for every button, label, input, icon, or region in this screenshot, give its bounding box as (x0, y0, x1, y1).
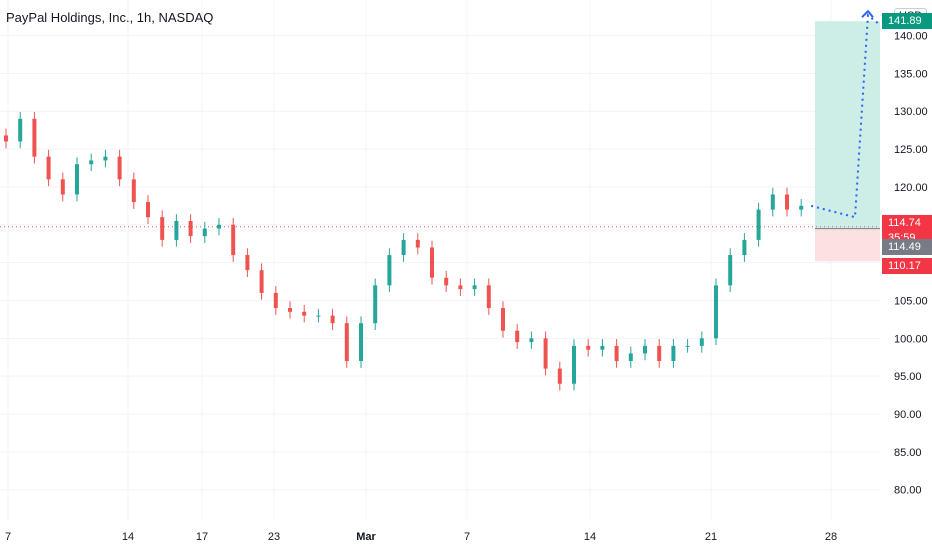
candle-body (685, 345, 690, 347)
candle-body (387, 255, 392, 286)
candle-body (415, 239, 420, 248)
x-tick-label: 21 (705, 531, 717, 543)
target-price-label: 141.89 (882, 13, 932, 30)
candle-body (46, 156, 51, 180)
candle-body (75, 164, 79, 195)
candle-body (600, 345, 605, 350)
candle-body (245, 255, 250, 271)
candle-body (671, 345, 676, 362)
candle-body (344, 323, 349, 362)
y-tick-label: 85.00 (894, 447, 922, 459)
candle-body (543, 338, 548, 369)
candle-body (657, 345, 662, 362)
candle-body (799, 205, 804, 210)
candle-body (501, 308, 505, 331)
x-tick-label: 7 (5, 531, 11, 543)
candle-body (103, 156, 108, 161)
candle-body (401, 239, 406, 256)
candle-body (515, 330, 520, 343)
y-tick-label: 105.00 (894, 295, 928, 307)
y-tick-label: 95.00 (894, 371, 922, 383)
candle-body (131, 179, 136, 203)
chart-title: PayPal Holdings, Inc., 1h, NASDAQ (6, 10, 214, 25)
candle-body (231, 224, 236, 256)
candle-body (728, 255, 733, 286)
candle-body (742, 239, 747, 256)
candle-body (259, 270, 264, 293)
candle-body (288, 308, 292, 312)
candle-body (273, 292, 278, 309)
candle-body (529, 338, 534, 343)
y-tick-label: 130.00 (894, 106, 928, 118)
candle-body (117, 156, 122, 180)
candle-body (316, 315, 321, 317)
candle-body (756, 209, 761, 240)
x-tick-label: 7 (464, 531, 470, 543)
candle-body (60, 179, 65, 195)
x-tick-label: 17 (196, 531, 208, 543)
candle-body (714, 285, 718, 339)
candle-body (217, 224, 221, 229)
entry-price-label: 114.49 (882, 238, 932, 255)
y-tick-label: 140.00 (894, 31, 928, 43)
y-tick-label: 80.00 (894, 485, 922, 497)
candle-body (444, 277, 449, 286)
y-tick-label: 125.00 (894, 144, 928, 156)
candle-body (373, 285, 378, 324)
x-tick-label: Mar (356, 531, 376, 543)
candle-body (572, 345, 576, 384)
candle-body (302, 311, 307, 316)
candle-body (770, 194, 775, 210)
projection-arrowhead (861, 9, 874, 18)
candle-body (32, 118, 37, 157)
candle-body (202, 228, 207, 237)
candle-body (359, 323, 363, 362)
x-tick-label: 14 (584, 531, 596, 543)
candle-body (430, 247, 434, 278)
x-tick-label: 23 (268, 531, 280, 543)
candle-body (699, 338, 704, 346)
y-tick-label: 135.00 (894, 68, 928, 80)
candle-body (89, 160, 94, 165)
current-price-label: 114.74 (882, 215, 932, 232)
candle-body (785, 194, 789, 210)
candle-body (18, 118, 23, 142)
y-tick-label: 120.00 (894, 182, 928, 194)
candle-body (188, 220, 193, 237)
stop-price-label: 110.17 (882, 257, 932, 274)
candle-body (146, 202, 150, 218)
loss-zone (815, 228, 880, 262)
candle-body (557, 368, 562, 384)
candle-body (330, 315, 335, 324)
candle-body (472, 285, 477, 290)
candle-body (614, 345, 619, 362)
y-tick-label: 90.00 (894, 409, 922, 421)
candle-body (486, 285, 491, 309)
x-tick-label: 28 (825, 531, 837, 543)
candle-body (628, 353, 633, 362)
candle-body (458, 285, 463, 290)
profit-zone (815, 21, 880, 229)
candle-body (174, 220, 179, 240)
candle-body (160, 217, 165, 240)
x-tick-label: 14 (122, 531, 134, 543)
y-tick-label: 100.00 (894, 333, 928, 345)
candle-body (586, 345, 591, 350)
candle-body (643, 345, 647, 354)
candle-body (4, 135, 8, 142)
